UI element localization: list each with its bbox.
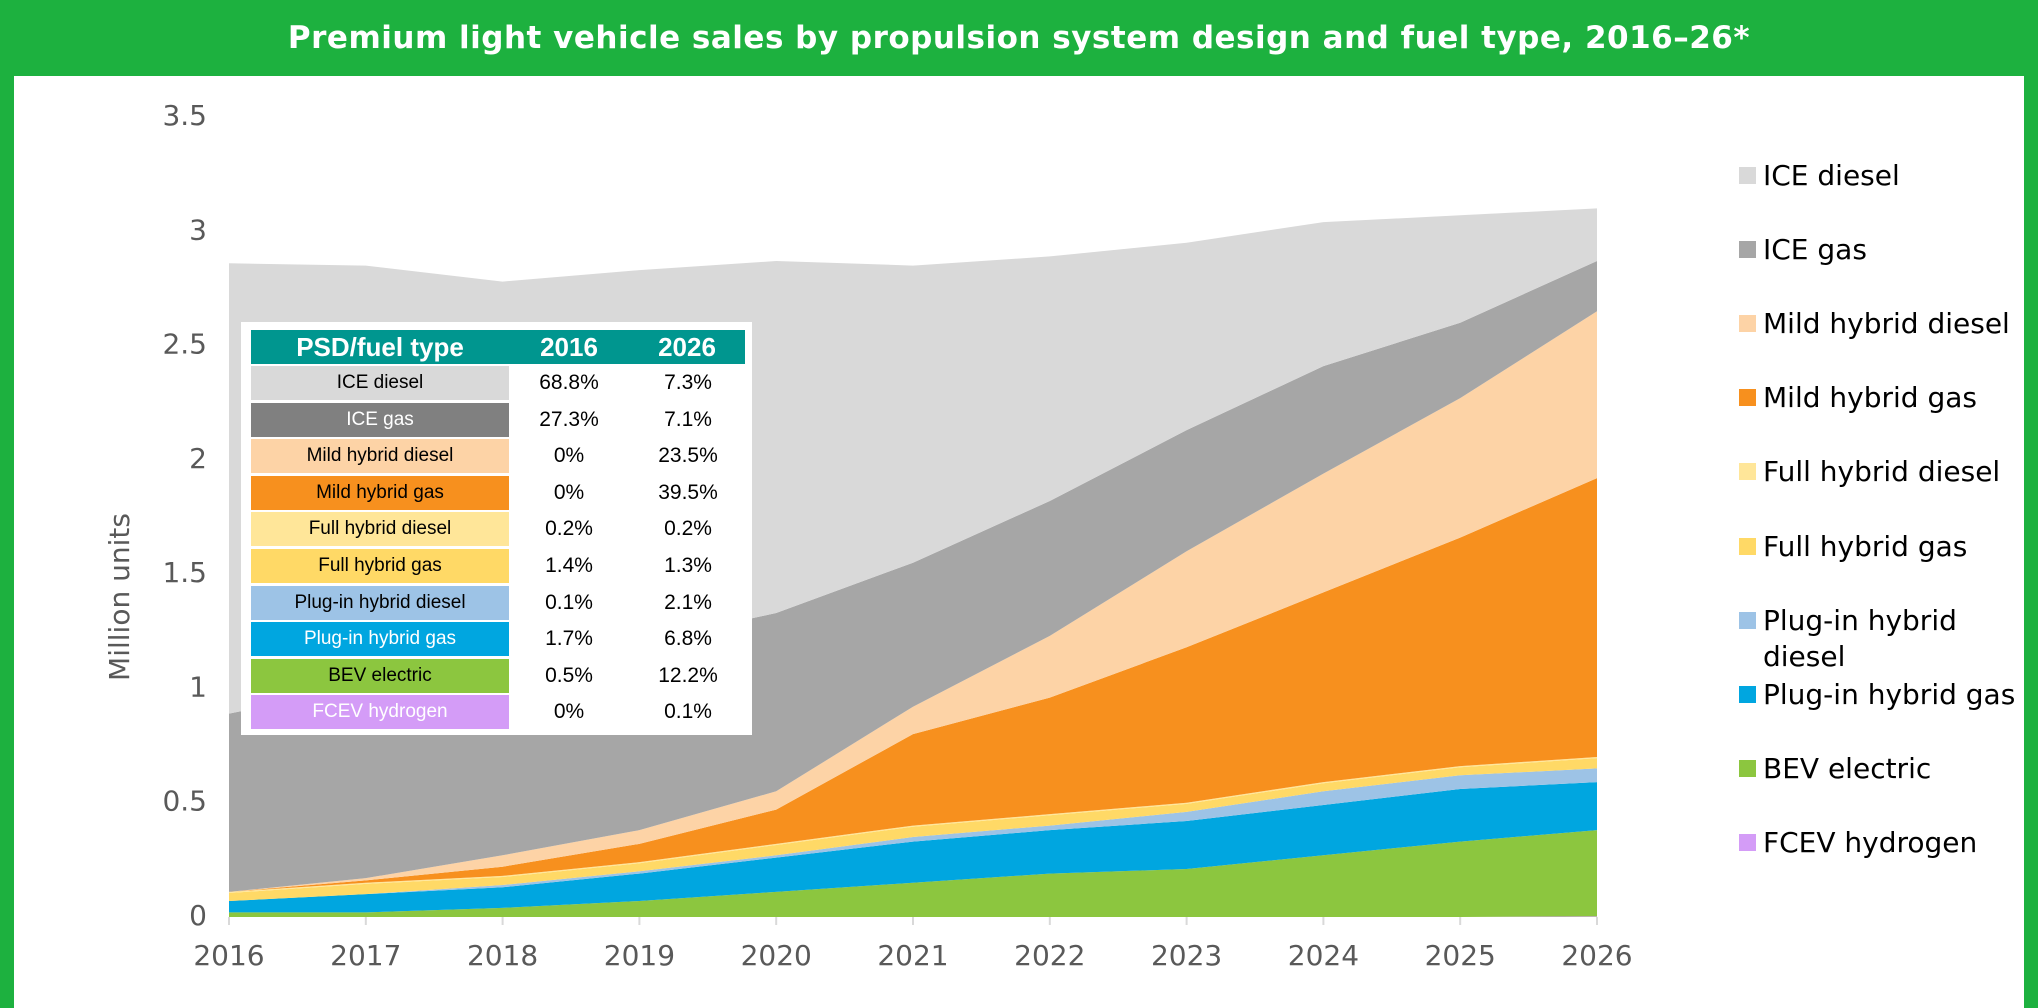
legend-label: Mild hybrid diesel [1763, 307, 2010, 341]
table-row-label: Plug-in hybrid diesel [251, 585, 509, 620]
y-tick-label: 1.5 [162, 556, 207, 589]
area [229, 478, 1597, 892]
x-tick-label: 2026 [1561, 939, 1632, 972]
table-cell: 27.3% [539, 407, 599, 431]
legend-label: ICE diesel [1763, 159, 1900, 192]
table-row-label: Mild hybrid gas [251, 475, 509, 510]
legend-swatch [1739, 685, 1756, 703]
y-tick-label: 0.5 [162, 785, 207, 818]
y-tick-label: 2 [189, 442, 207, 475]
table-row-label: BEV electric [251, 658, 509, 693]
x-tick-label: 2022 [1014, 939, 1085, 972]
table-row-label: Plug-in hybrid gas [251, 622, 509, 657]
x-tick-label: 2017 [330, 939, 401, 972]
y-tick-label: 3.5 [162, 99, 207, 132]
legend-swatch [1739, 759, 1756, 777]
legend-label: FCEV hydrogen [1763, 825, 1978, 859]
table-cell: 0.1% [545, 590, 593, 614]
legend-entry: FCEV hydrogen [1739, 825, 2024, 861]
y-tick-label: 2.5 [162, 328, 207, 361]
y-tick-label: 3 [189, 213, 207, 246]
legend-label: Full hybrid diesel [1763, 455, 2001, 489]
table-header-cell: 2016 [509, 330, 629, 364]
table-cell: 7.1% [664, 407, 712, 431]
area [229, 830, 1597, 917]
legend-entry: Mild hybrid diesel [1739, 306, 2024, 342]
y-tick-label: 0 [189, 899, 207, 932]
table-cell: 0.2% [664, 517, 712, 541]
x-tick-label: 2016 [193, 939, 264, 972]
x-tick-label: 2024 [1288, 939, 1359, 972]
legend-swatch [1739, 389, 1756, 407]
table-cell: 23.5% [658, 444, 718, 468]
x-tick-label: 2021 [877, 939, 948, 972]
table: PSD/fuel type 2016 2026 ICE diesel 68.8% 7.3%… [241, 322, 752, 735]
table-header-cell: 2026 [629, 330, 745, 364]
table-row-label: FCEV hydrogen [251, 695, 509, 730]
legend-entry: Full hybrid gas [1739, 529, 2024, 565]
table-cell: 2.1% [664, 590, 712, 614]
table-cell: 0.1% [664, 700, 712, 724]
legend-swatch [1739, 463, 1756, 481]
legend-swatch [1739, 537, 1756, 555]
table-cell: 0% [553, 444, 585, 468]
y-tick-label: 1 [189, 670, 207, 703]
legend-swatch [1739, 167, 1756, 184]
table-row-label: ICE gas [251, 402, 509, 437]
legend-label: ICE gas [1763, 233, 1867, 267]
table-row-label: Mild hybrid diesel [251, 439, 509, 474]
legend-entry: Full hybrid diesel [1739, 454, 2024, 490]
legend-label: Plug-in hybrid diesel [1763, 603, 1957, 673]
legend-swatch [1739, 833, 1756, 851]
table-row-label: Full hybrid gas [251, 549, 509, 583]
legend-entry: Plug-in hybrid diesel [1739, 603, 2024, 675]
table-cell: 1.4% [545, 554, 593, 577]
legend-swatch [1739, 241, 1756, 259]
x-tick-label: 2019 [604, 939, 675, 972]
legend-label: BEV electric [1763, 751, 1932, 785]
table-cell: 7.3% [664, 371, 712, 394]
table-cell: 68.8% [539, 371, 599, 394]
x-tick-label: 2023 [1151, 939, 1222, 972]
table-cell: 0.5% [545, 663, 593, 687]
table-cell: 0% [553, 700, 585, 724]
legend-label: Full hybrid gas [1763, 529, 1968, 563]
y-axis-label: Million units [103, 513, 136, 681]
legend-swatch [1739, 611, 1756, 629]
legend-entry: Mild hybrid gas [1739, 380, 2024, 416]
table-cell: 0% [553, 480, 585, 504]
table-header-cell: PSD/fuel type [251, 330, 509, 364]
area [229, 758, 1597, 901]
table-row-label: Full hybrid diesel [251, 512, 509, 547]
table-cell: 1.3% [664, 554, 712, 577]
legend-label: Plug-in hybrid gas [1763, 677, 2016, 711]
table-cell: 39.5% [658, 480, 718, 504]
x-tick-label: 2025 [1425, 939, 1496, 972]
legend-swatch [1739, 315, 1756, 333]
x-tick-label: 2018 [467, 939, 538, 972]
legend-entry: ICE gas [1739, 232, 2024, 268]
area [229, 782, 1597, 913]
table-cell: 6.8% [664, 627, 712, 651]
legend-entry: ICE diesel [1739, 158, 2024, 194]
table-cell: 12.2% [658, 663, 718, 687]
table-cell: 1.7% [545, 627, 593, 651]
chart-title: Premium light vehicle sales by propulsio… [14, 0, 2024, 76]
table-row-label: ICE diesel [251, 366, 509, 400]
legend-label: Mild hybrid gas [1763, 381, 1977, 415]
x-tick-label: 2020 [741, 939, 812, 972]
legend-entry: BEV electric [1739, 751, 2024, 787]
legend-entry: Plug-in hybrid gas [1739, 677, 2024, 713]
table-cell: 0.2% [545, 517, 593, 541]
